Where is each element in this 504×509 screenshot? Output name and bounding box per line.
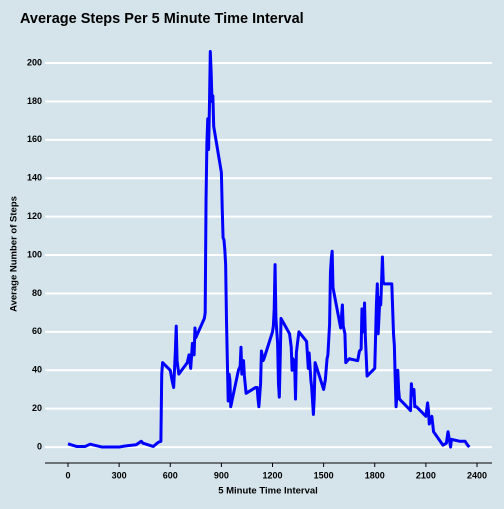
x-tick-label: 1500 [314, 470, 334, 480]
x-tick-label: 900 [214, 470, 229, 480]
y-axis-label: Average Number of Steps [9, 196, 20, 312]
x-tick-label: 2100 [416, 470, 436, 480]
y-tick-label: 0 [37, 441, 42, 451]
x-tick-label: 0 [65, 470, 70, 480]
y-tick-label: 200 [27, 57, 42, 67]
x-tick-label: 1800 [365, 470, 385, 480]
chart-title: Average Steps Per 5 Minute Time Interval [20, 11, 304, 27]
x-axis-label: 5 Minute Time Interval [218, 486, 318, 497]
y-tick-label: 120 [27, 211, 42, 221]
x-tick-label: 300 [112, 470, 127, 480]
y-tick-label: 140 [27, 173, 42, 183]
y-tick-label: 20 [32, 403, 42, 413]
y-tick-label: 80 [32, 288, 42, 298]
x-tick-label: 2400 [467, 470, 487, 480]
y-tick-label: 180 [27, 96, 42, 106]
data-line [67, 50, 471, 449]
y-tick-label: 100 [27, 249, 42, 259]
y-tick-label: 160 [27, 134, 42, 144]
y-tick-label: 40 [32, 365, 42, 375]
y-tick-label: 60 [32, 326, 42, 336]
x-tick-label: 1200 [262, 470, 282, 480]
x-tick-label: 600 [163, 470, 178, 480]
